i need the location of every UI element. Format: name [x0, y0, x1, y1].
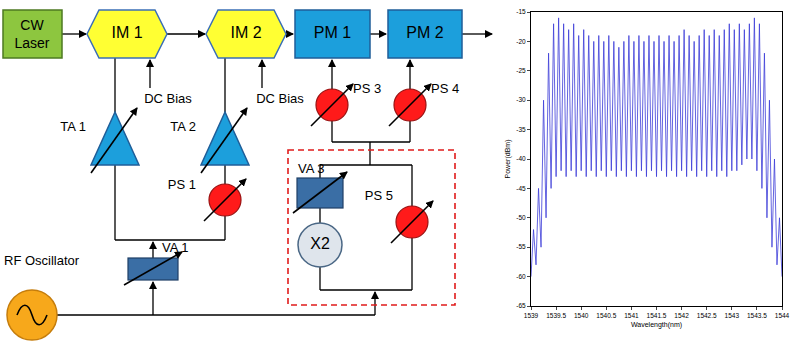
svg-text:1539: 1539: [524, 312, 539, 319]
svg-text:CW: CW: [20, 17, 44, 33]
svg-text:Power(dBm): Power(dBm): [504, 140, 512, 179]
svg-text:VA 1: VA 1: [162, 240, 189, 255]
svg-text:-30: -30: [516, 96, 526, 103]
svg-text:PS 4: PS 4: [431, 81, 459, 96]
svg-text:1541.5: 1541.5: [647, 312, 667, 319]
svg-text:X2: X2: [310, 235, 330, 252]
svg-text:PM 2: PM 2: [406, 24, 443, 41]
svg-text:PS 3: PS 3: [353, 81, 381, 96]
svg-text:-35: -35: [516, 126, 526, 133]
svg-text:-45: -45: [516, 185, 526, 192]
svg-text:1539.5: 1539.5: [546, 312, 566, 319]
svg-text:-55: -55: [516, 243, 526, 250]
svg-text:-15: -15: [516, 8, 526, 15]
svg-text:RF Oscillator: RF Oscillator: [4, 253, 80, 268]
svg-text:1544: 1544: [775, 312, 790, 319]
svg-text:-65: -65: [516, 302, 526, 309]
svg-text:-60: -60: [516, 273, 526, 280]
svg-text:PS 1: PS 1: [168, 177, 196, 192]
svg-text:-50: -50: [516, 214, 526, 221]
svg-text:PS 5: PS 5: [365, 188, 393, 203]
svg-text:IM 1: IM 1: [111, 24, 142, 41]
svg-text:TA 2: TA 2: [170, 119, 196, 134]
svg-text:TA 1: TA 1: [60, 119, 86, 134]
svg-text:-40: -40: [516, 155, 526, 162]
svg-text:1542: 1542: [674, 312, 689, 319]
svg-text:1540: 1540: [574, 312, 589, 319]
svg-text:IM 2: IM 2: [230, 24, 261, 41]
svg-text:1541: 1541: [624, 312, 639, 319]
svg-text:-25: -25: [516, 67, 526, 74]
svg-text:Wavelength(nm): Wavelength(nm): [631, 321, 682, 329]
svg-text:Laser: Laser: [14, 35, 49, 51]
svg-text:1540.5: 1540.5: [596, 312, 616, 319]
svg-text:DC Bias: DC Bias: [256, 91, 304, 106]
svg-text:-20: -20: [516, 38, 526, 45]
svg-text:1542.5: 1542.5: [697, 312, 717, 319]
svg-text:PM 1: PM 1: [314, 24, 351, 41]
svg-text:DC Bias: DC Bias: [144, 91, 192, 106]
svg-text:1543: 1543: [725, 312, 740, 319]
svg-text:1543.5: 1543.5: [747, 312, 767, 319]
svg-text:VA 3: VA 3: [298, 161, 325, 176]
